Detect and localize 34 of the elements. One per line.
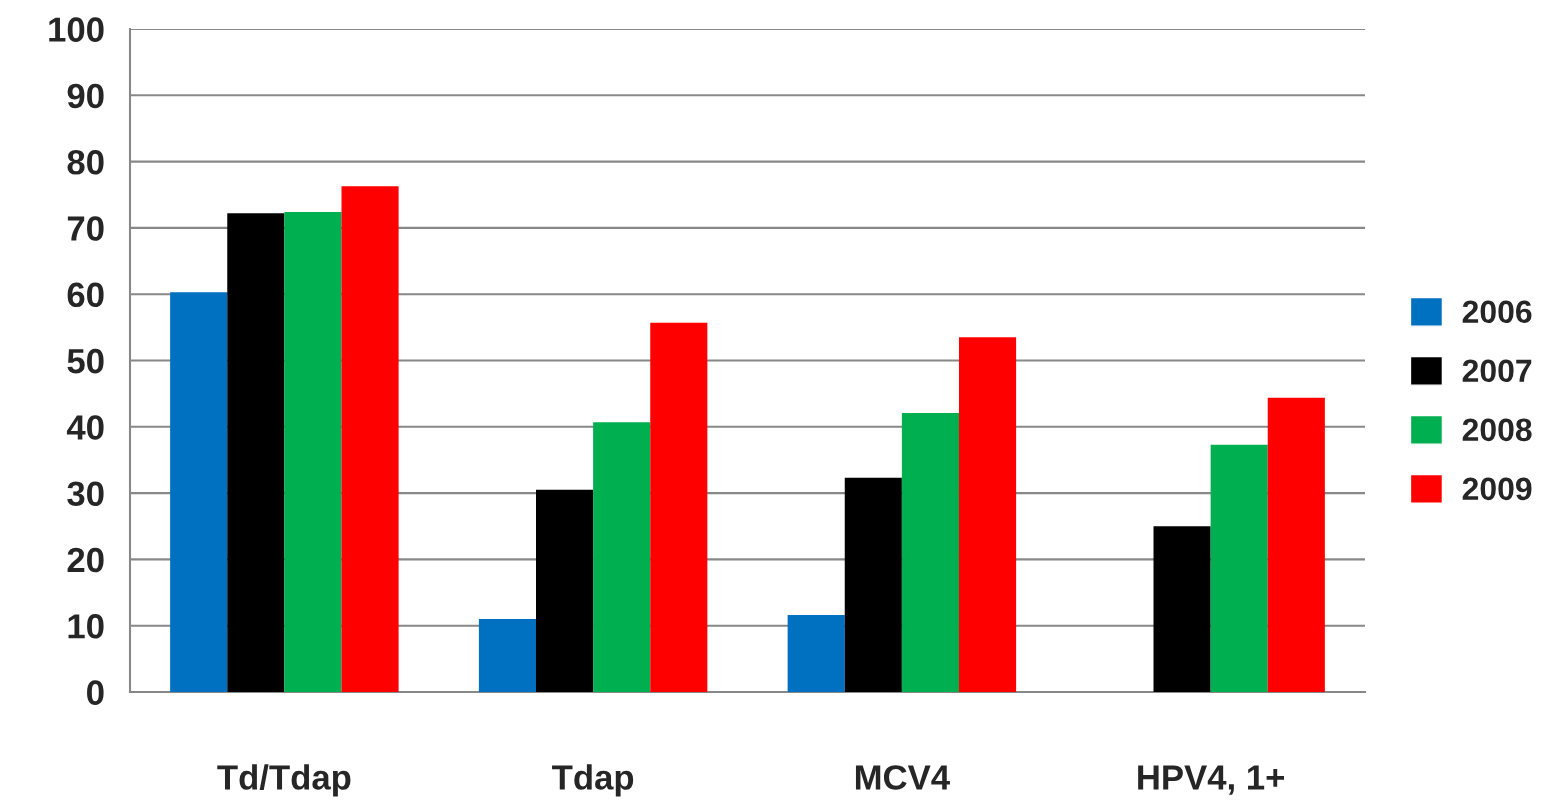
bar <box>650 322 708 692</box>
bar <box>593 422 651 692</box>
bar <box>170 292 228 692</box>
x-tick-label: Td/Tdap <box>217 764 351 797</box>
x-tick-label: MCV4 <box>855 765 950 790</box>
bar <box>958 337 1017 692</box>
y-tick-label: 40 <box>66 415 104 440</box>
legend-label: 2009 <box>1462 477 1532 501</box>
bar <box>227 213 285 692</box>
y-tick-label: 0 <box>87 680 104 705</box>
bar <box>341 186 399 692</box>
y-tick-label: 90 <box>67 83 104 109</box>
bar <box>787 615 845 692</box>
legend-label: 2006 <box>1462 300 1532 324</box>
y-tick-label: 70 <box>67 216 104 241</box>
bar <box>844 477 902 692</box>
y-tick-label: 100 <box>49 17 104 42</box>
bar <box>1210 444 1268 692</box>
x-tick-label: Tdap <box>552 764 634 797</box>
legend-label: 2008 <box>1462 418 1532 442</box>
bar <box>1267 397 1325 692</box>
y-tick-label: 50 <box>67 348 104 374</box>
y-tick-label: 80 <box>67 149 104 175</box>
y-tick-label: 60 <box>67 282 104 308</box>
legend-label: 2007 <box>1462 359 1532 383</box>
y-tick-label: 10 <box>68 614 104 639</box>
y-tick-label: 20 <box>67 547 104 573</box>
x-tick-label: HPV4, 1+ <box>1138 765 1285 795</box>
bar <box>284 211 342 692</box>
y-tick-label: 30 <box>67 481 104 507</box>
bar <box>478 619 537 692</box>
bar <box>536 489 594 692</box>
bar <box>1153 526 1211 692</box>
bar <box>901 412 959 692</box>
